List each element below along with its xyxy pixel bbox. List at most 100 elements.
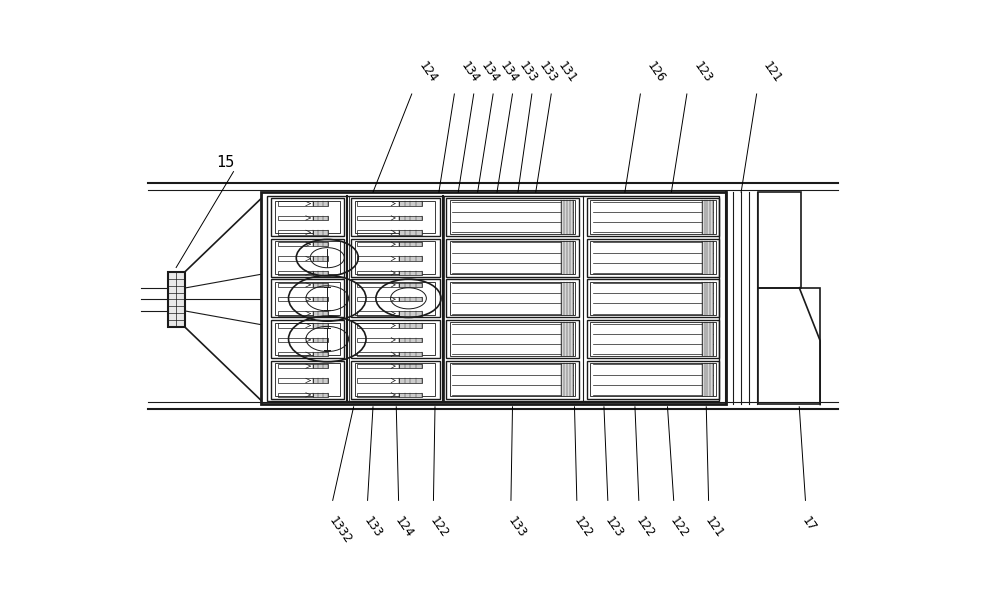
Bar xyxy=(278,256,313,261)
Text: 122: 122 xyxy=(633,514,656,540)
Bar xyxy=(590,363,716,396)
Bar xyxy=(450,200,575,234)
Bar xyxy=(271,239,344,276)
Bar xyxy=(399,352,422,356)
Text: 17: 17 xyxy=(799,514,819,534)
Bar xyxy=(399,230,422,234)
Bar xyxy=(399,216,422,220)
Bar xyxy=(587,198,719,236)
Bar xyxy=(357,202,399,206)
Bar xyxy=(399,256,422,261)
Bar xyxy=(702,323,713,356)
Bar xyxy=(587,320,719,358)
Bar xyxy=(446,279,579,317)
Bar xyxy=(271,320,344,358)
Bar xyxy=(446,320,579,358)
Bar xyxy=(278,297,313,301)
Bar xyxy=(313,364,328,368)
Bar xyxy=(590,323,716,356)
Bar xyxy=(357,271,399,275)
Bar xyxy=(168,272,185,327)
Bar xyxy=(355,282,435,314)
Bar xyxy=(351,320,440,358)
Bar xyxy=(446,361,579,398)
Bar xyxy=(561,241,573,275)
Bar xyxy=(278,338,313,342)
Bar xyxy=(590,282,716,315)
Bar xyxy=(355,323,435,355)
Bar xyxy=(271,198,344,236)
Bar xyxy=(313,283,328,287)
Bar xyxy=(702,200,713,234)
Bar xyxy=(399,378,422,382)
Bar xyxy=(702,363,713,396)
Bar xyxy=(399,393,422,397)
Text: 121: 121 xyxy=(702,514,726,540)
Text: 134: 134 xyxy=(478,59,501,85)
Text: 124: 124 xyxy=(392,514,416,540)
Bar xyxy=(278,202,313,206)
Text: 134: 134 xyxy=(497,59,521,85)
Bar xyxy=(278,216,313,220)
Text: 133: 133 xyxy=(516,59,540,85)
Bar xyxy=(313,297,328,301)
Text: 122: 122 xyxy=(571,514,594,540)
Bar xyxy=(357,323,399,328)
Bar xyxy=(399,323,422,328)
Text: 124: 124 xyxy=(416,59,439,85)
Bar xyxy=(399,271,422,275)
Bar xyxy=(355,241,435,274)
Bar xyxy=(702,282,713,315)
Bar xyxy=(278,311,313,316)
Bar xyxy=(313,271,328,275)
Bar xyxy=(278,323,313,328)
Bar xyxy=(355,201,435,233)
Bar xyxy=(357,364,399,368)
Bar xyxy=(446,198,579,236)
Text: 123: 123 xyxy=(602,514,625,540)
Bar xyxy=(357,393,399,397)
Bar xyxy=(278,364,313,368)
Bar xyxy=(278,352,313,356)
Bar xyxy=(267,196,719,401)
Bar xyxy=(313,311,328,316)
Bar xyxy=(399,311,422,316)
Text: 1332: 1332 xyxy=(326,514,354,546)
Bar xyxy=(446,239,579,276)
Bar xyxy=(357,216,399,220)
Bar xyxy=(450,363,575,396)
Bar xyxy=(450,323,575,356)
Bar xyxy=(357,256,399,261)
Bar xyxy=(357,378,399,382)
Bar xyxy=(355,364,435,396)
Bar xyxy=(313,256,328,261)
Bar xyxy=(590,200,716,234)
Bar xyxy=(275,282,340,314)
Bar xyxy=(275,241,340,274)
Text: 133: 133 xyxy=(361,514,385,540)
Bar xyxy=(357,352,399,356)
Bar xyxy=(357,297,399,301)
Bar xyxy=(313,216,328,220)
Bar xyxy=(561,323,573,356)
Bar xyxy=(278,230,313,234)
Bar xyxy=(399,242,422,246)
Bar xyxy=(275,323,340,355)
Bar xyxy=(450,282,575,315)
Bar xyxy=(271,361,344,398)
Bar xyxy=(399,283,422,287)
Text: 122: 122 xyxy=(668,514,691,540)
Bar xyxy=(357,338,399,342)
Bar xyxy=(561,200,573,234)
Bar xyxy=(758,288,820,404)
Text: 126: 126 xyxy=(644,59,668,85)
Bar xyxy=(351,239,440,276)
Bar xyxy=(561,363,573,396)
Bar xyxy=(351,361,440,398)
Bar xyxy=(313,393,328,397)
Bar xyxy=(357,230,399,234)
Bar xyxy=(313,352,328,356)
Bar xyxy=(758,192,801,288)
Text: 122: 122 xyxy=(427,514,451,540)
Bar xyxy=(399,297,422,301)
